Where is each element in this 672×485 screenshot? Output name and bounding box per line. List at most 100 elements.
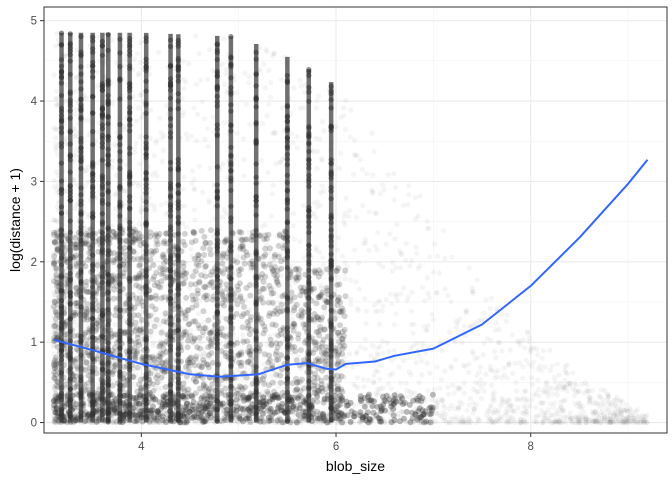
- data-point: [194, 262, 200, 268]
- data-point: [192, 362, 198, 368]
- data-point: [356, 260, 361, 265]
- data-point: [446, 392, 451, 397]
- data-point: [153, 270, 159, 276]
- data-point: [492, 349, 497, 354]
- data-point: [548, 412, 553, 417]
- data-point: [136, 71, 141, 76]
- data-point: [292, 388, 298, 394]
- data-point: [182, 231, 188, 237]
- data-point: [195, 287, 201, 293]
- data-point: [190, 168, 195, 173]
- data-point: [371, 373, 376, 378]
- data-point: [478, 364, 483, 369]
- data-point: [54, 280, 60, 286]
- data-point: [352, 152, 357, 157]
- data-point: [53, 310, 59, 316]
- data-point: [606, 393, 611, 398]
- data-point: [555, 362, 560, 367]
- data-point: [464, 408, 469, 413]
- data-point: [182, 86, 187, 91]
- data-point: [297, 379, 303, 385]
- data-point: [241, 304, 247, 310]
- data-point: [259, 158, 264, 163]
- data-point: [189, 134, 194, 139]
- data-point: [393, 311, 398, 316]
- data-point: [86, 64, 91, 69]
- data-point: [208, 341, 214, 347]
- data-point: [425, 388, 430, 393]
- data-point: [200, 308, 206, 314]
- data-point: [209, 269, 215, 275]
- data-point: [341, 105, 346, 110]
- data-point: [450, 255, 455, 260]
- data-point: [219, 291, 225, 297]
- data-point: [159, 135, 164, 140]
- data-point: [261, 62, 266, 67]
- data-point: [269, 214, 274, 219]
- data-point: [360, 167, 365, 172]
- data-point: [412, 391, 417, 396]
- data-point: [242, 237, 248, 243]
- data-point: [565, 362, 570, 367]
- data-point: [207, 47, 212, 52]
- data-point: [613, 402, 618, 407]
- data-point: [73, 245, 79, 251]
- data-point: [373, 368, 378, 373]
- data-point: [205, 317, 211, 323]
- data-point: [132, 56, 137, 61]
- data-point: [152, 323, 158, 329]
- data-point: [278, 380, 284, 386]
- data-point: [200, 357, 206, 363]
- data-point: [320, 355, 326, 361]
- data-point: [567, 383, 572, 388]
- data-point: [301, 203, 306, 208]
- data-point: [374, 211, 379, 216]
- data-point: [533, 405, 538, 410]
- data-point: [462, 380, 467, 385]
- data-point: [133, 141, 138, 146]
- data-point: [54, 89, 59, 94]
- data-point: [395, 298, 400, 303]
- data-point: [504, 312, 509, 317]
- data-point: [261, 254, 267, 260]
- data-point: [529, 398, 534, 403]
- data-point: [296, 312, 302, 318]
- data-point: [380, 183, 385, 188]
- data-point: [358, 344, 363, 349]
- data-point: [398, 265, 403, 270]
- data-point: [122, 364, 128, 370]
- data-point: [276, 254, 282, 260]
- data-point: [208, 251, 214, 257]
- data-point: [386, 349, 391, 354]
- data-point: [482, 381, 487, 386]
- data-point: [268, 80, 273, 85]
- data-point: [377, 322, 382, 327]
- data-point: [210, 68, 215, 73]
- data-point: [247, 122, 252, 127]
- data-point: [340, 329, 346, 335]
- data-point: [471, 289, 476, 294]
- data-point: [643, 418, 648, 423]
- data-point: [184, 225, 189, 230]
- data-point: [112, 278, 118, 284]
- data-point: [373, 391, 378, 396]
- data-point: [272, 51, 277, 56]
- data-point: [482, 310, 487, 315]
- data-point: [488, 338, 493, 343]
- data-point: [295, 331, 301, 337]
- data-point: [258, 295, 264, 301]
- data-point: [279, 302, 285, 308]
- data-point: [135, 365, 141, 371]
- data-point: [240, 242, 246, 248]
- data-point: [587, 398, 592, 403]
- data-point: [53, 354, 59, 360]
- data-point: [635, 414, 640, 419]
- data-point: [235, 353, 241, 359]
- data-point: [552, 375, 557, 380]
- data-point: [186, 61, 191, 66]
- data-point: [377, 377, 382, 382]
- data-point: [298, 78, 303, 83]
- data-point: [240, 324, 246, 330]
- data-point: [193, 33, 198, 38]
- data-point: [391, 171, 396, 176]
